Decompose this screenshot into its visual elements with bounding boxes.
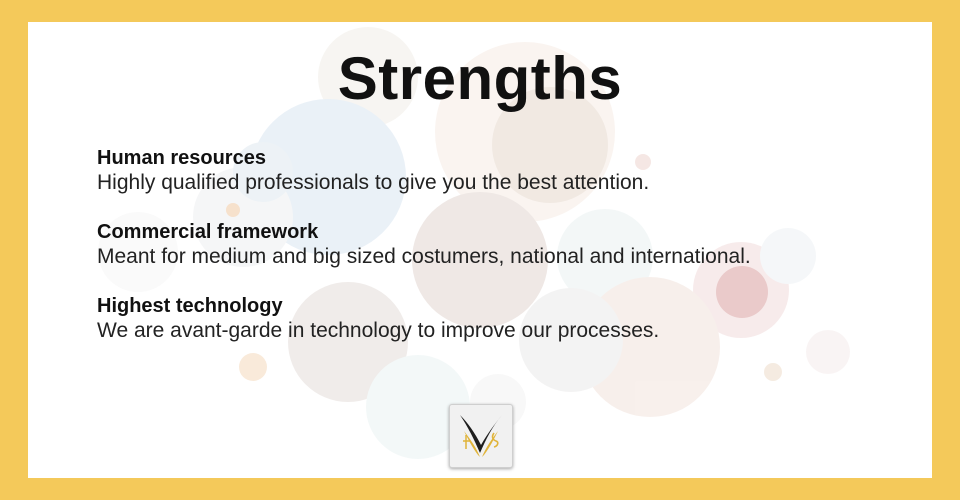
company-logo xyxy=(449,404,513,468)
bg-circle xyxy=(233,142,293,202)
bg-circle xyxy=(366,355,470,459)
bg-circle xyxy=(492,87,608,203)
bg-circle xyxy=(806,330,850,374)
strength-heading: Highest technology xyxy=(97,295,283,317)
bg-circle xyxy=(716,266,768,318)
bg-circle xyxy=(226,203,240,217)
strength-item: Highest technology We are avant-garde in… xyxy=(97,294,917,344)
winged-logo-icon xyxy=(460,415,502,457)
strength-item: Human resources Highly qualified profess… xyxy=(97,146,917,196)
bg-circle xyxy=(580,277,720,417)
strength-text: We are avant-garde in technology to impr… xyxy=(97,319,660,342)
bg-circle xyxy=(239,353,267,381)
slide-panel: Strengths Human resources Highly qualifi… xyxy=(28,22,932,478)
strengths-list: Human resources Highly qualified profess… xyxy=(97,146,917,368)
bg-circle xyxy=(635,154,651,170)
strength-text: Meant for medium and big sized costumers… xyxy=(97,245,751,268)
strength-item: Commercial framework Meant for medium an… xyxy=(97,220,917,270)
bg-circle xyxy=(764,363,782,381)
page-title: Strengths xyxy=(337,45,623,112)
bg-circle xyxy=(288,282,408,402)
bg-circle xyxy=(412,192,548,328)
bg-circle xyxy=(98,212,178,292)
bg-circle xyxy=(519,288,623,392)
strength-text: Highly qualified professionals to give y… xyxy=(97,171,650,194)
strength-heading: Commercial framework xyxy=(97,221,319,243)
strength-heading: Human resources xyxy=(97,147,266,169)
bg-circle xyxy=(760,228,816,284)
background-collage xyxy=(98,27,850,459)
